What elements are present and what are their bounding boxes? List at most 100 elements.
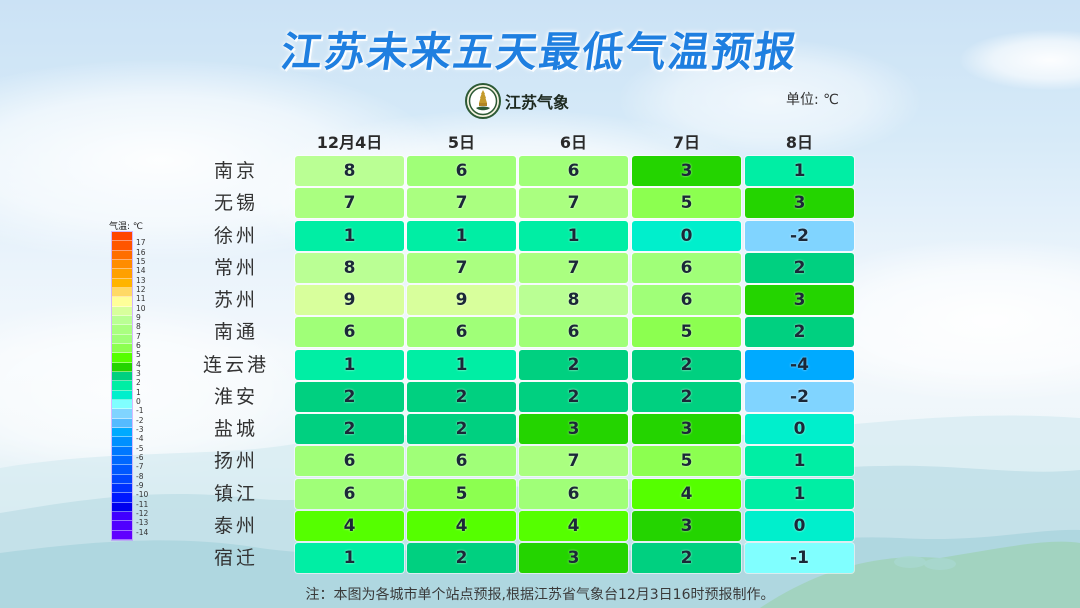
temperature-cell: 7 <box>519 446 628 477</box>
legend-tick-label: 12 <box>136 284 146 294</box>
legend-tick-label: -2 <box>136 415 144 425</box>
legend-tick-label: -6 <box>136 452 144 462</box>
city-label: 常州 <box>213 256 258 279</box>
legend-tick-label: -8 <box>136 471 144 481</box>
temperature-cell: 3 <box>519 543 628 573</box>
temperature-cell: 2 <box>745 252 854 283</box>
legend-tick-label: 17 <box>136 238 146 248</box>
legend-tick-label: 4 <box>136 359 141 369</box>
legend-swatch <box>112 306 132 316</box>
temperature-cell: 1 <box>295 349 404 380</box>
temperature-cell: 7 <box>519 252 628 283</box>
legend-swatch <box>112 483 132 494</box>
temperature-cell: 1 <box>745 478 854 509</box>
temperature-cell: 2 <box>519 381 628 412</box>
legend-swatch <box>112 297 132 307</box>
temperature-cell: 1 <box>407 220 516 251</box>
legend-tick-label: -13 <box>136 518 149 528</box>
unit-label: 单位: ℃ <box>786 92 839 108</box>
legend-tick-label: -9 <box>136 480 144 490</box>
temperature-cell: 2 <box>295 381 404 412</box>
temperature-cell: 5 <box>632 446 741 477</box>
temperature-cell: 6 <box>632 285 741 315</box>
legend-tick-label: 8 <box>136 322 141 332</box>
temperature-cell: 3 <box>745 188 854 219</box>
legend-swatch <box>112 502 132 512</box>
legend-tick-label: 5 <box>136 350 141 360</box>
temperature-cell: 6 <box>519 478 628 509</box>
legend-tick-label: 3 <box>136 368 141 378</box>
temperature-cell: 5 <box>632 188 741 219</box>
legend-swatch <box>112 465 132 475</box>
city-label: 无锡 <box>213 192 258 215</box>
temperature-cell: 6 <box>295 478 404 509</box>
temperature-cell: 4 <box>632 478 741 509</box>
temperature-cell: 3 <box>745 285 854 315</box>
temperature-cell: 1 <box>295 543 404 573</box>
temperature-cell: -2 <box>745 381 854 412</box>
temperature-cell: 5 <box>632 317 741 348</box>
legend-swatch <box>112 241 132 251</box>
temperature-cell: 6 <box>407 317 516 348</box>
legend-swatch <box>112 511 132 522</box>
brand-name: 江苏气象 <box>505 93 570 112</box>
temperature-cell: 7 <box>407 252 516 283</box>
legend-tick-label: 1 <box>136 387 141 397</box>
legend-tick-label: 0 <box>136 396 141 406</box>
brand: 江苏气象 <box>465 82 569 120</box>
column-header: 12月4日 <box>316 133 383 152</box>
temperature-cell: 2 <box>632 381 741 412</box>
legend-swatch <box>112 250 132 260</box>
city-label: 宿迁 <box>213 547 258 569</box>
city-label: 扬州 <box>213 450 258 473</box>
temperature-cell: -2 <box>745 220 854 251</box>
temperature-cell: 7 <box>295 188 404 219</box>
temperature-cell: 2 <box>632 349 741 380</box>
temperature-cell: 9 <box>295 285 404 315</box>
legend-swatch <box>112 474 132 484</box>
legend-swatch <box>112 362 132 372</box>
legend-swatch <box>112 315 132 326</box>
temperature-cell: 6 <box>295 317 404 348</box>
temperature-cell: 6 <box>407 446 516 477</box>
jiangsu-meteorology-logo-icon <box>465 83 501 119</box>
city-label: 连云港 <box>202 353 269 376</box>
legend-tick-label: 9 <box>136 312 141 322</box>
legend-swatch <box>112 259 132 270</box>
legend-tick-label: 14 <box>136 266 146 276</box>
legend-tick-label: 15 <box>136 256 146 266</box>
temperature-cell: -4 <box>745 349 854 380</box>
color-legend-bar <box>111 231 133 541</box>
legend-tick-label: -14 <box>136 527 149 537</box>
temperature-cell: -1 <box>745 543 854 573</box>
page-title: 江苏未来五天最低气温预报 <box>278 28 801 76</box>
city-label: 南通 <box>213 321 258 344</box>
temperature-cell: 4 <box>407 510 516 541</box>
temperature-cell: 6 <box>632 252 741 283</box>
temperature-cell: 2 <box>407 543 516 573</box>
city-label: 盐城 <box>213 418 258 440</box>
temperature-cell: 0 <box>632 220 741 251</box>
legend-swatch <box>112 399 132 410</box>
temperature-cell: 1 <box>407 349 516 380</box>
temperature-cell: 3 <box>632 156 741 186</box>
temperature-cell: 4 <box>519 510 628 541</box>
legend-swatch <box>112 390 132 400</box>
legend-title: 气温: ℃ <box>109 222 144 232</box>
temperature-cell: 8 <box>519 285 628 315</box>
legend-tick-label: 2 <box>136 378 141 388</box>
legend-swatch <box>112 427 132 438</box>
legend-tick-label: -1 <box>136 406 144 416</box>
legend-tick-label: 6 <box>136 340 141 350</box>
city-label: 徐州 <box>213 224 258 247</box>
temperature-cell: 2 <box>407 381 516 412</box>
legend-swatch <box>112 437 132 447</box>
temperature-cell: 6 <box>519 156 628 186</box>
legend-swatch <box>112 418 132 428</box>
temperature-cell: 7 <box>519 188 628 219</box>
legend-swatch <box>112 287 132 298</box>
legend-tick-label: -4 <box>136 434 144 444</box>
legend-swatch <box>112 530 132 540</box>
temperature-cell: 8 <box>295 156 404 186</box>
city-label: 南京 <box>213 160 258 182</box>
